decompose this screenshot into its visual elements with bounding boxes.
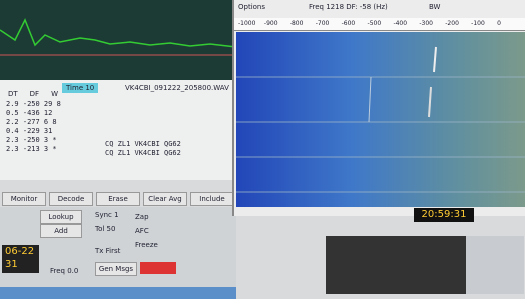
checkbox[interactable]: Zap <box>135 210 158 224</box>
scale-label: -800 <box>290 20 304 27</box>
button[interactable]: Include <box>190 192 234 206</box>
message: CQ ZL1 VK4CBI QG62 <box>105 140 181 149</box>
dark-panel <box>326 236 466 294</box>
gen-msgs-button[interactable]: Gen Msgs <box>95 262 137 276</box>
header-col: DT <box>8 90 18 98</box>
decode-row: 2.3 -213 3 * <box>6 145 61 154</box>
tx-indicator <box>140 262 176 274</box>
screen: {"decode_window":{"header_cols":["DT","D… <box>0 0 525 299</box>
spectrum-plot <box>0 0 236 80</box>
options[interactable]: Options <box>238 3 265 11</box>
signal-trace <box>369 77 371 122</box>
signal-trace <box>429 87 431 117</box>
scale-label: -600 <box>342 20 356 27</box>
decode-row: 2.3 -250 3 * <box>6 136 61 145</box>
decode-row: 2.2 -277 6 8 <box>6 118 61 127</box>
tol: Tol 50 <box>95 225 115 233</box>
clock-sec: 31 <box>5 258 39 271</box>
sync: Sync 1 <box>95 211 119 219</box>
button[interactable]: Clear Avg <box>143 192 187 206</box>
scale-label: -400 <box>393 20 407 27</box>
decode-panel: DT DF W Time 10 VK4CBI_091222_205800.WAV 2… <box>0 80 236 180</box>
scale-label: -700 <box>316 20 330 27</box>
add-button[interactable]: Add <box>40 224 82 238</box>
plot-svg <box>0 0 236 80</box>
decode-row: 2.9 -250 29 8 <box>6 100 61 109</box>
button[interactable]: Decode <box>49 192 93 206</box>
scale-label: -100 <box>471 20 485 27</box>
tx-first[interactable]: Tx First <box>95 247 120 255</box>
freq: Freq 0.0 <box>50 267 78 275</box>
lookup-button[interactable]: Lookup <box>40 210 82 224</box>
button[interactable]: Monitor <box>2 192 46 206</box>
header-col: DF <box>30 90 39 98</box>
scale-label: 0 <box>497 20 501 27</box>
button[interactable]: Erase <box>96 192 140 206</box>
waterfall-svg <box>236 32 525 207</box>
scale-label: -1000 <box>238 20 255 27</box>
file-name: VK4CBI_091222_205800.WAV <box>125 84 229 92</box>
waterfall-window: Options Freq 1218 DF: -58 (Hz) BW -1000-… <box>232 0 525 216</box>
decode-row: 0.4 -229 31 <box>6 127 61 136</box>
freq-scale: -1000-900-800-700-600-500-400-300-200-10… <box>234 18 525 31</box>
signal-trace <box>434 47 436 72</box>
time-label: Time 10 <box>62 83 98 93</box>
clock-date: 06-22 <box>5 245 39 258</box>
waterfall <box>236 32 525 207</box>
scale-label: -200 <box>445 20 459 27</box>
scale-label: -900 <box>264 20 278 27</box>
checkbox[interactable]: Freeze <box>135 238 158 252</box>
time-display: 20:59:31 <box>414 208 474 222</box>
scale-label: -500 <box>368 20 382 27</box>
status-bar <box>0 287 236 299</box>
scale-label: -300 <box>419 20 433 27</box>
checkbox[interactable]: AFC <box>135 224 158 238</box>
header-cols: DT DF W <box>8 90 70 98</box>
green-trace <box>0 20 236 47</box>
header-col: W <box>51 90 58 98</box>
decode-row: 0.5 -436 12 <box>6 109 61 118</box>
message: CQ ZL1 VK4CBI QG62 <box>105 149 181 158</box>
freq-label: Freq 1218 DF: -58 (Hz) <box>309 3 388 11</box>
bw: BW <box>429 3 440 11</box>
side-panel <box>466 236 524 294</box>
